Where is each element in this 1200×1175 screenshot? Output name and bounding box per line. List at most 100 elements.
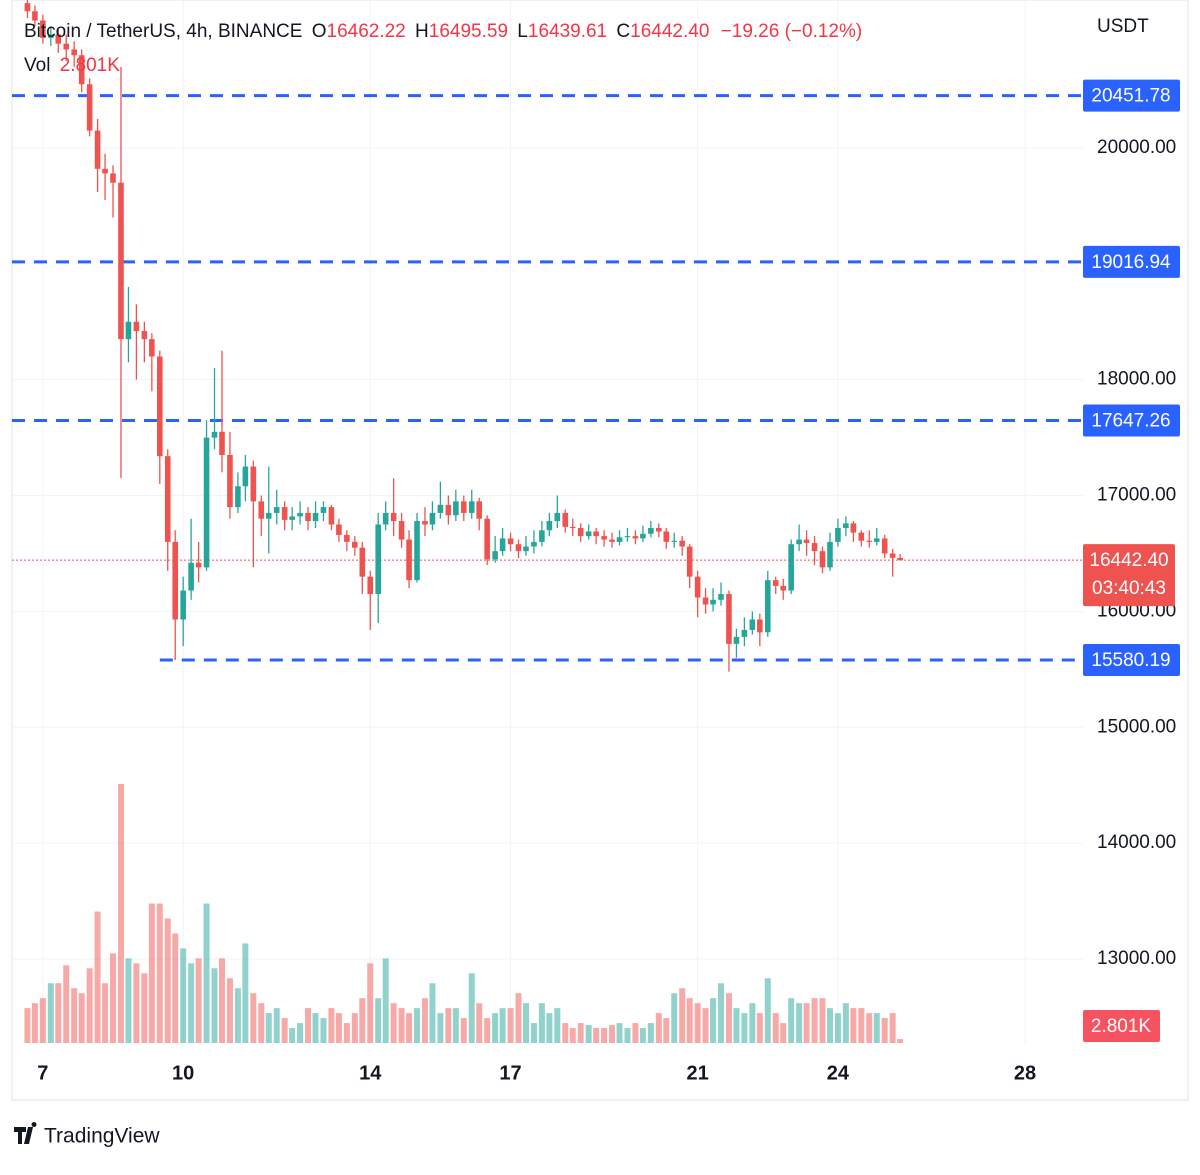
volume-bar — [86, 968, 93, 1043]
x-tick-label: 14 — [359, 1062, 382, 1084]
candle-body — [352, 541, 358, 548]
volume-bar — [250, 993, 257, 1043]
y-tick-label: 20000.00 — [1097, 137, 1176, 158]
volume-bar — [772, 1013, 779, 1043]
volume-bar — [460, 1018, 467, 1043]
candle-body — [188, 562, 194, 591]
candle-body — [406, 539, 412, 581]
candle-body — [382, 512, 389, 525]
candle-body — [172, 541, 179, 620]
brand-logo — [14, 1122, 37, 1144]
volume-bar — [468, 973, 475, 1043]
candle-body — [694, 576, 701, 598]
candle-body — [86, 84, 93, 131]
candle-body — [102, 168, 108, 174]
chart-frame — [11, 0, 1189, 1101]
volume-bar — [94, 911, 101, 1043]
candle-body — [843, 523, 849, 528]
candle-body — [320, 507, 327, 513]
candle-body — [71, 49, 78, 56]
x-tick-label: 17 — [499, 1062, 521, 1084]
symbol: Bitcoin / TetherUS, 4h, BINANCE — [24, 21, 302, 42]
volume-bar — [281, 1018, 288, 1043]
candle-body — [250, 466, 257, 502]
y-tick-label: 18000.00 — [1097, 369, 1176, 390]
h-label: H — [415, 21, 429, 42]
candle-body — [211, 431, 218, 438]
candle-body — [156, 356, 163, 457]
candle-body — [796, 539, 802, 545]
candle-body — [780, 585, 787, 591]
candle-body — [679, 540, 685, 547]
candle-body — [344, 534, 350, 542]
volume-bar — [406, 1013, 413, 1043]
volume-bar — [390, 1003, 397, 1043]
candle-body — [515, 544, 522, 552]
volume-bar — [601, 1028, 608, 1043]
volume-bar — [367, 963, 374, 1043]
y-tick-label: 17000.00 — [1097, 485, 1176, 506]
candle-body — [375, 524, 381, 595]
candle-body — [718, 594, 724, 600]
volume-bar — [718, 983, 725, 1043]
candle-body — [686, 546, 693, 577]
candle-body — [788, 544, 794, 591]
candle-body — [133, 321, 140, 332]
candle-body — [63, 43, 70, 50]
candle-body — [476, 501, 483, 519]
candle-body — [242, 466, 249, 487]
volume-bar — [679, 988, 686, 1043]
volume-bar — [335, 1013, 342, 1043]
volume-bar — [616, 1023, 623, 1043]
candle-body — [297, 512, 303, 517]
volume-bar — [258, 1003, 265, 1043]
level-tag — [1083, 644, 1180, 677]
volume-bar — [180, 948, 187, 1043]
c-label: C — [616, 21, 630, 42]
candle-body — [569, 526, 576, 528]
candle-body — [539, 530, 545, 542]
candle-body — [281, 507, 288, 520]
volume-bar — [78, 993, 85, 1043]
volume-bar — [858, 1008, 865, 1043]
volume-bar — [492, 1013, 499, 1043]
candle-body — [445, 504, 452, 516]
volume-bar — [803, 1003, 810, 1043]
volume-bar — [55, 983, 62, 1043]
level-label: 15580.19 — [1091, 650, 1170, 671]
volume-bar — [819, 998, 826, 1043]
candle-body — [468, 501, 475, 513]
volume-bar — [686, 998, 693, 1043]
candle-body — [827, 541, 833, 568]
volume-bar — [522, 1003, 529, 1043]
x-tick-label: 28 — [1014, 1062, 1036, 1084]
volume-bar — [188, 963, 195, 1043]
volume-bar — [655, 1013, 662, 1043]
candle-body — [546, 521, 553, 531]
candle-body — [523, 546, 529, 552]
candle-body — [733, 636, 740, 644]
volume-bar — [593, 1028, 600, 1043]
legend-header: Bitcoin / TetherUS, 4h, BINANCE O16462.2… — [24, 21, 862, 42]
volume-bar — [756, 1013, 763, 1043]
candle-body — [656, 527, 662, 532]
candle-body — [78, 55, 85, 85]
candle-body — [390, 512, 397, 522]
candle-body — [562, 512, 569, 527]
o-label: O — [312, 21, 327, 42]
volume-bar — [647, 1023, 654, 1043]
level-tag — [1083, 79, 1180, 112]
volume-bar — [289, 1028, 296, 1043]
candle-body — [585, 531, 592, 537]
volume-bar — [117, 784, 124, 1043]
volume-bar — [195, 958, 202, 1043]
candle-body — [835, 527, 841, 542]
candle-body — [554, 512, 561, 522]
volume-bar — [452, 1008, 459, 1043]
candle-body — [663, 531, 670, 542]
candle-body — [648, 527, 654, 534]
volume-bar — [484, 1018, 491, 1043]
volume-bar — [445, 1008, 452, 1043]
volume-bar — [562, 1023, 569, 1043]
volume-bar — [546, 1013, 553, 1043]
